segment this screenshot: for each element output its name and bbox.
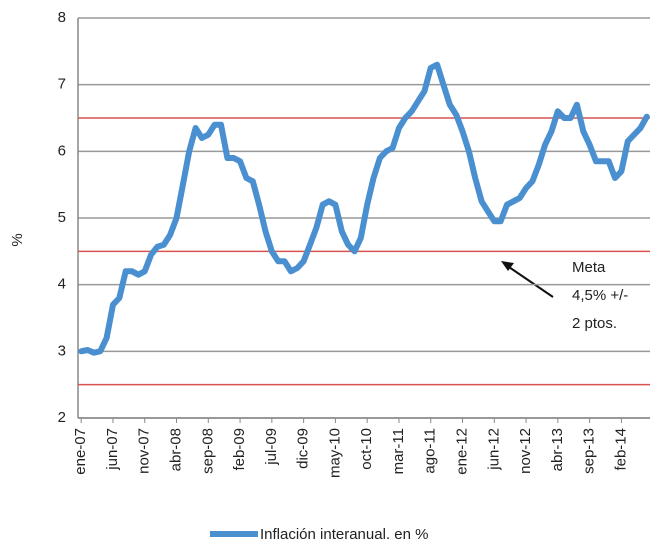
- x-tick-label: jun-12: [485, 428, 502, 471]
- x-tick-label: abr-13: [549, 428, 566, 471]
- x-tick-label: dic-09: [295, 428, 312, 469]
- y-axis-label: %: [9, 233, 26, 246]
- y-tick-label: 5: [58, 209, 66, 226]
- x-tick-label: ene-07: [72, 428, 89, 475]
- annotation-line: Meta: [572, 259, 606, 276]
- y-tick-label: 4: [58, 276, 66, 293]
- x-tick-label: ago-11: [422, 428, 439, 474]
- x-tick-label: abr-08: [167, 428, 184, 471]
- x-tick-label: oct-10: [358, 428, 375, 470]
- y-tick-label: 3: [58, 342, 66, 359]
- x-tick-label: sep-13: [581, 428, 598, 474]
- annotation-arrow: [505, 264, 554, 298]
- x-tick-label: sep-08: [199, 428, 216, 474]
- legend-label: Inflación interanual. en %: [260, 526, 428, 543]
- annotation: Meta 4,5% +/- 2 ptos.: [572, 259, 628, 332]
- x-tick-label: ene-12: [453, 428, 470, 475]
- y-tick-label: 8: [58, 9, 66, 26]
- x-tick-label: mar-11: [390, 428, 407, 474]
- y-tick-label: 2: [58, 409, 66, 426]
- annotation-line: 2 ptos.: [572, 315, 617, 332]
- x-tick-label: jul-09: [263, 428, 280, 466]
- x-tick-label: feb-14: [612, 428, 629, 471]
- x-tick-label: nov-07: [136, 428, 153, 474]
- series-line: [78, 61, 650, 356]
- y-tick-label: 7: [58, 76, 66, 93]
- y-tick-label: 6: [58, 142, 66, 159]
- x-tick-label: jun-07: [104, 428, 121, 471]
- x-tick-label: nov-12: [517, 428, 534, 474]
- arrow-head: [501, 261, 514, 271]
- x-tick-label: may-10: [326, 428, 343, 478]
- x-tick-label: feb-09: [231, 428, 248, 471]
- annotation-line: 4,5% +/-: [572, 287, 628, 304]
